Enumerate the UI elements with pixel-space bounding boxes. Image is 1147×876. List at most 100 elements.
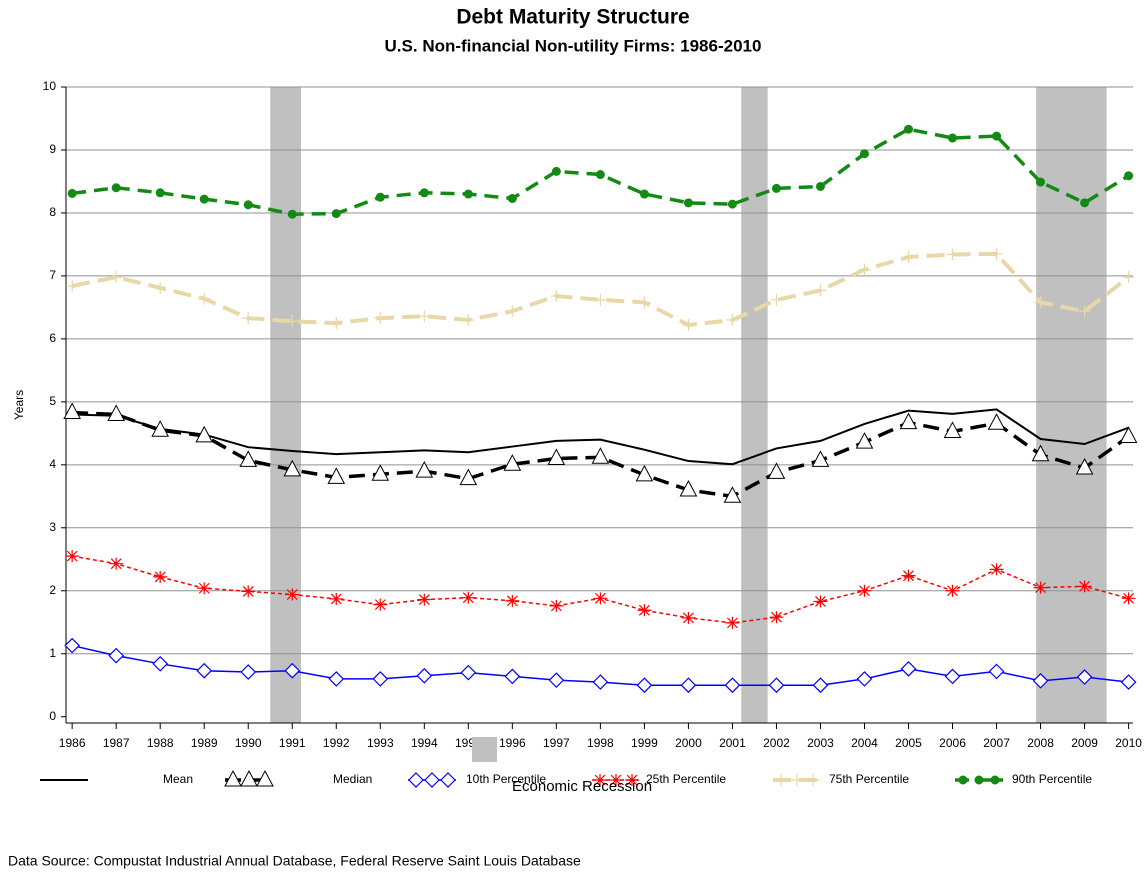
chart-title: Debt Maturity Structure <box>456 6 689 29</box>
diamond-marker <box>424 772 440 788</box>
triangle-marker <box>591 447 610 464</box>
x-tick-label: 1987 <box>103 736 130 750</box>
y-tick-label: 4 <box>49 457 56 471</box>
triangle-marker <box>256 769 274 787</box>
y-tick-label: 1 <box>49 646 56 660</box>
plus-marker <box>990 247 1003 260</box>
star-marker <box>681 611 696 624</box>
plus-marker <box>374 312 387 325</box>
star-marker <box>461 591 476 604</box>
circle-marker <box>948 133 958 143</box>
circle-marker <box>771 183 781 193</box>
triangle-marker <box>811 450 830 467</box>
x-tick-label: 2008 <box>1027 736 1054 750</box>
plus-marker <box>858 263 871 276</box>
legend-item: 25th Percentile <box>592 772 726 786</box>
y-tick-label: 3 <box>49 520 56 534</box>
circle-marker <box>551 166 561 176</box>
star-marker <box>549 599 564 612</box>
triangle-marker <box>459 468 478 486</box>
x-tick-label: 2000 <box>675 736 702 750</box>
triangle-marker <box>635 464 654 482</box>
circle-marker <box>1036 177 1046 187</box>
star-marker <box>609 774 623 786</box>
star-marker <box>901 569 916 582</box>
diamond-marker <box>856 671 873 687</box>
diamond-marker <box>548 672 565 689</box>
y-tick-label: 9 <box>49 142 56 156</box>
diamond-marker <box>196 662 213 679</box>
diamond-marker <box>372 671 389 687</box>
legend-recession-label: Economic Recession <box>512 778 652 795</box>
plus-marker <box>330 317 343 330</box>
series-0 <box>72 408 1129 466</box>
diamond-marker <box>680 677 697 694</box>
x-tick-label: 1992 <box>323 736 350 750</box>
plus-marker <box>726 313 739 326</box>
circle-marker <box>1124 171 1134 181</box>
triangle-marker <box>151 420 170 437</box>
y-tick-label: 10 <box>43 79 57 93</box>
x-tick-label: 1993 <box>367 736 394 750</box>
triangle-marker <box>283 459 302 477</box>
circle-marker <box>331 209 341 219</box>
diamond-marker <box>724 677 741 694</box>
y-tick-label: 7 <box>49 268 56 282</box>
triangle-marker <box>63 402 81 420</box>
plus-marker <box>242 312 255 325</box>
circle-marker <box>958 775 968 785</box>
triangle-marker <box>415 461 434 478</box>
circle-marker <box>67 188 77 198</box>
diamond-marker <box>152 655 169 672</box>
diamond-marker <box>1032 672 1049 689</box>
y-tick-label: 5 <box>49 394 56 408</box>
circle-marker <box>904 124 914 134</box>
star-marker <box>1121 592 1136 605</box>
plus-marker <box>1034 296 1047 309</box>
diamond-marker <box>504 668 521 685</box>
triangle-marker <box>195 425 214 443</box>
x-tick-label: 1990 <box>235 736 262 750</box>
triangle-marker <box>239 450 258 467</box>
x-tick-label: 2003 <box>807 736 834 750</box>
legend-item: 10th Percentile <box>408 772 546 788</box>
diamond-marker <box>592 674 609 690</box>
circle-marker <box>419 188 429 198</box>
legend-recession-swatch <box>472 737 497 762</box>
triangle-marker <box>855 432 874 449</box>
x-tick-label: 1999 <box>631 736 658 750</box>
circle-marker <box>595 170 605 180</box>
diamond-marker <box>408 772 424 788</box>
star-marker <box>285 588 300 601</box>
y-tick-label: 6 <box>49 331 56 345</box>
diamond-marker <box>944 668 961 685</box>
source-note: Data Source: Compustat Industrial Annual… <box>8 853 581 869</box>
triangle-marker <box>1031 444 1050 462</box>
legend-label: 75th Percentile <box>829 772 909 786</box>
plus-marker <box>902 251 915 264</box>
circle-marker <box>727 199 737 209</box>
diamond-marker <box>284 662 301 679</box>
star-marker <box>197 582 212 595</box>
triangle-marker <box>224 769 242 787</box>
diamond-marker <box>108 647 125 664</box>
triangle-marker <box>547 448 566 466</box>
legend-label: Median <box>333 772 372 786</box>
circle-marker <box>974 775 984 785</box>
triangle-marker <box>371 464 390 481</box>
diamond-marker <box>64 637 81 654</box>
series-line <box>72 408 1129 466</box>
plus-marker <box>638 296 651 309</box>
plus-marker <box>946 248 959 261</box>
recession-band <box>741 87 768 723</box>
circle-marker <box>463 189 473 199</box>
plus-marker <box>594 293 607 306</box>
triangle-marker <box>1119 426 1138 443</box>
circle-marker <box>375 192 385 202</box>
star-marker <box>329 592 344 605</box>
x-tick-label: 1989 <box>191 736 218 750</box>
plus-marker <box>286 315 299 328</box>
star-marker <box>625 774 639 786</box>
x-tick-label: 2004 <box>851 736 878 750</box>
